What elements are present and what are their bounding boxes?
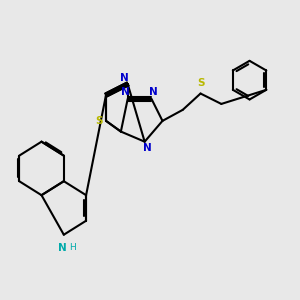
- Text: N: N: [120, 73, 129, 82]
- Text: N: N: [121, 87, 130, 98]
- Text: H: H: [69, 243, 76, 252]
- Text: N: N: [143, 143, 152, 153]
- Text: S: S: [95, 116, 102, 126]
- Text: S: S: [197, 78, 204, 88]
- Text: N: N: [149, 87, 158, 98]
- Text: N: N: [58, 243, 67, 253]
